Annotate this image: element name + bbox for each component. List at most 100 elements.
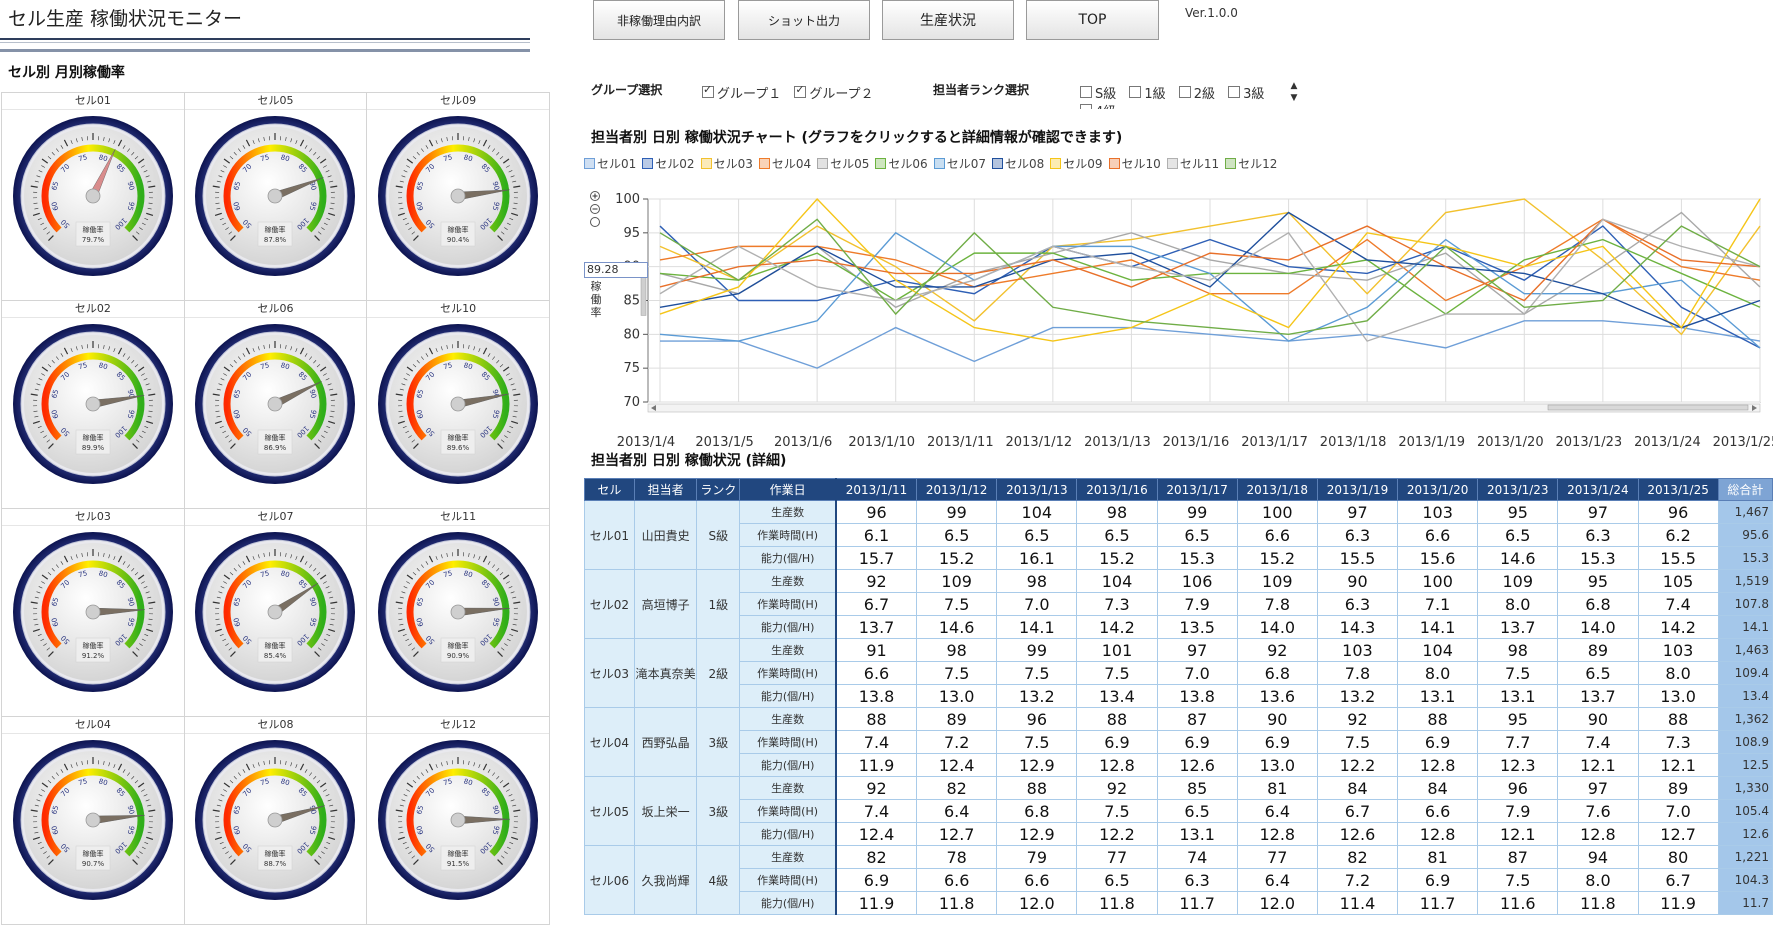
rank-2-label[interactable]: 2級 [1193, 87, 1216, 102]
gauge-tick [216, 207, 221, 210]
row-value: 90 [1316, 569, 1399, 593]
row-value: 7.5 [996, 730, 1078, 754]
x-tick-label: 2013/1/23 [1556, 435, 1623, 450]
gauge-tick [243, 561, 246, 565]
legend-item[interactable]: セル12 [1225, 155, 1277, 172]
gauge-scale-label: 85 [480, 786, 492, 798]
legend-item[interactable]: セル10 [1108, 155, 1161, 172]
gauge-tick [300, 347, 305, 355]
x-scrollbar-thumb[interactable] [1547, 404, 1749, 411]
rank-3-checkbox[interactable] [1228, 85, 1241, 98]
row-value: 15.3 [1557, 546, 1639, 570]
gauge-scale-label: 90 [491, 181, 501, 192]
series-line[interactable] [659, 197, 1761, 342]
x-tick-label: 2013/1/13 [1084, 435, 1151, 450]
legend-label: セル07 [946, 157, 986, 171]
legend-item[interactable]: セル09 [1050, 155, 1103, 172]
gauge-tick [309, 564, 313, 568]
gauge-tick [122, 561, 126, 565]
series-line[interactable] [659, 211, 1761, 315]
series-line[interactable] [659, 225, 1761, 349]
gauge-tick [416, 776, 421, 780]
gauge-tick [145, 628, 153, 633]
series-line[interactable] [659, 218, 1761, 302]
x-tick-label: 2013/1/24 [1634, 435, 1701, 450]
group2-label[interactable]: グループ２ [809, 87, 874, 102]
rank-s-checkbox[interactable] [1080, 85, 1092, 98]
scroll-left-icon[interactable] [651, 405, 656, 411]
gauge-tick [305, 769, 308, 773]
row-value: 96 [834, 500, 918, 524]
gauge-tick [126, 148, 130, 152]
gauge-tick [290, 554, 293, 559]
series-line[interactable] [659, 211, 1761, 329]
gauge-tick [36, 383, 41, 386]
x-scrollbar[interactable] [647, 403, 1761, 413]
gauge-tick [126, 564, 130, 568]
gauge-tick [47, 780, 52, 784]
gauge-tick [36, 591, 41, 594]
legend-item[interactable]: セル03 [700, 155, 753, 172]
scroll-right-icon[interactable] [1752, 405, 1757, 411]
zoom-reset-icon[interactable] [590, 217, 600, 227]
rank-1-checkbox[interactable] [1129, 85, 1142, 98]
production-status-button[interactable]: 生産状況 [882, 0, 1014, 40]
gauge-tick [329, 180, 334, 183]
gauge-tick [506, 373, 510, 376]
non-operation-reason-button[interactable]: 非稼働理由内訳 [593, 0, 725, 40]
gauge-cell: セル07 50 60 65 70 75 80 85 90 95 100 稼働率 85.4% [183, 508, 368, 717]
gauge-tick [330, 185, 338, 188]
scroll-down-icon[interactable]: ▼ [1290, 93, 1298, 103]
rank-4-checkbox[interactable] [1080, 103, 1092, 109]
rank-3-label[interactable]: 3級 [1243, 87, 1265, 102]
legend-item[interactable]: セル06 [875, 155, 928, 172]
gauge-tick [478, 556, 481, 561]
group1-label[interactable]: グループ１ [717, 87, 782, 102]
header-date: 2013/1/20 [1397, 478, 1479, 501]
series-line[interactable] [659, 198, 1761, 336]
gauge-tick [234, 360, 238, 364]
gauge-tick [132, 859, 138, 865]
rank-list-scroller[interactable]: ▲ ▼ [1288, 80, 1300, 104]
gauge-tick [43, 435, 47, 438]
gauge-tick [41, 366, 48, 372]
shot-output-button[interactable]: ショット出力 [738, 0, 870, 40]
gauge-tick [32, 420, 40, 425]
row-value: 97 [1557, 500, 1639, 524]
gauge-value-label: 稼働率 [265, 641, 286, 650]
group2-checkbox[interactable] [794, 83, 807, 98]
legend-item[interactable]: セル02 [642, 155, 695, 172]
y-scroll-handle[interactable] [640, 273, 647, 316]
legend-item[interactable]: セル11 [1166, 155, 1219, 172]
row-value: 12.7 [916, 822, 998, 846]
gauge-tick [220, 425, 225, 429]
detail-table: セル 担当者 ランク 作業日 2013/1/11 2013/1/12 2013/1/13 20… [584, 478, 1773, 915]
legend-item[interactable]: セル07 [933, 155, 986, 172]
gauge-tick [324, 638, 329, 642]
rank-2-checkbox[interactable] [1178, 85, 1191, 98]
series-line[interactable] [659, 218, 1761, 342]
legend-item[interactable]: セル01 [584, 155, 636, 172]
rank-4-label[interactable]: 4級 [1095, 105, 1116, 109]
row-value: 11.4 [1316, 891, 1399, 915]
series-line[interactable] [660, 320, 1761, 369]
series-line[interactable] [659, 218, 1761, 336]
gauge-scale-label: 65 [50, 597, 60, 608]
scroll-up-icon[interactable]: ▲ [1290, 81, 1298, 91]
gauge-scale-label: 95 [308, 825, 318, 836]
gauge-tick [117, 347, 122, 355]
gauge-tick [496, 152, 500, 156]
gauge-tick [323, 373, 328, 376]
gauge-color-band [224, 768, 327, 857]
legend-item[interactable]: セル08 [991, 155, 1044, 172]
legend-item[interactable]: セル05 [817, 155, 869, 172]
rank-s-label[interactable]: S級 [1095, 87, 1117, 102]
gauge-tick [314, 235, 321, 241]
top-button[interactable]: TOP [1026, 0, 1159, 40]
line-chart[interactable]: 7075808590951002013/1/42013/1/52013/1/62… [580, 182, 1773, 450]
row-value: 14.0 [1236, 615, 1318, 639]
group1-checkbox[interactable] [702, 83, 714, 98]
legend-item[interactable]: セル04 [758, 155, 811, 172]
rank-1-label[interactable]: 1級 [1144, 87, 1166, 102]
